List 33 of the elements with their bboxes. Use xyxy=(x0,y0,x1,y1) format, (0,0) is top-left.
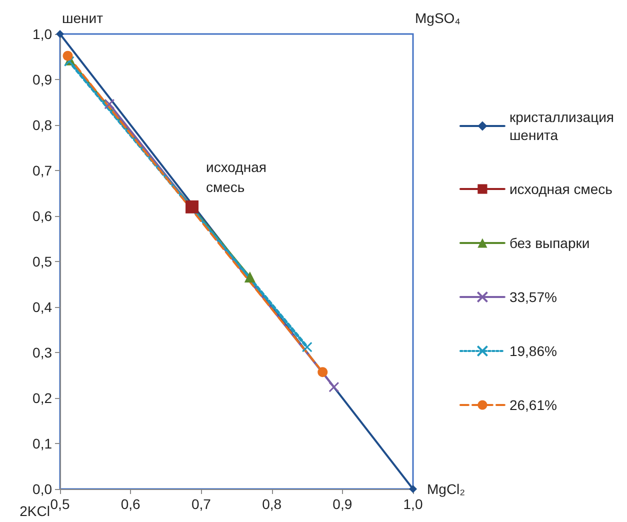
annotation: исходная смесь xyxy=(206,158,266,195)
legend-label: 26,61% xyxy=(509,397,557,413)
point xyxy=(302,342,312,352)
y-tick-label: 0,9 xyxy=(32,72,52,88)
x-tick-label: 0,7 xyxy=(191,496,212,512)
legend-label: 19,86% xyxy=(509,343,557,359)
x-tick-label: 0,8 xyxy=(262,496,282,512)
y-tick-label: 0,8 xyxy=(32,117,52,133)
point xyxy=(186,200,199,214)
point xyxy=(328,382,340,392)
y-tick-label: 0,1 xyxy=(32,436,52,452)
y-tick-label: 0,2 xyxy=(32,390,52,406)
y-tick-label: 0,7 xyxy=(32,162,52,178)
text: 2KCl xyxy=(20,503,50,519)
legend-label: 33,57% xyxy=(509,289,557,305)
x-tick-label: 0,5 xyxy=(50,496,70,512)
y-tick-label: 0,6 xyxy=(32,208,52,224)
x-tick-label: 1,0 xyxy=(403,496,423,512)
annotation: шенит xyxy=(62,10,104,26)
point xyxy=(104,98,115,110)
y-tick-label: 0,0 xyxy=(32,481,52,497)
x-tick-label: 0,6 xyxy=(120,496,141,512)
point xyxy=(318,367,328,378)
text: MgCl₂ xyxy=(427,481,466,497)
y-tick-label: 0,3 xyxy=(32,344,52,360)
x-tick-label: 0,9 xyxy=(332,496,352,512)
legend-label: без выпарки xyxy=(509,235,590,251)
y-tick-label: 0,4 xyxy=(32,299,52,315)
legend-label: исходная смесь xyxy=(509,181,612,197)
y-tick-label: 1,0 xyxy=(32,26,52,42)
legend-label: кристаллизация шенита xyxy=(509,109,614,143)
text: MgSO₄ xyxy=(415,10,461,26)
y-tick-label: 0,5 xyxy=(32,254,52,270)
